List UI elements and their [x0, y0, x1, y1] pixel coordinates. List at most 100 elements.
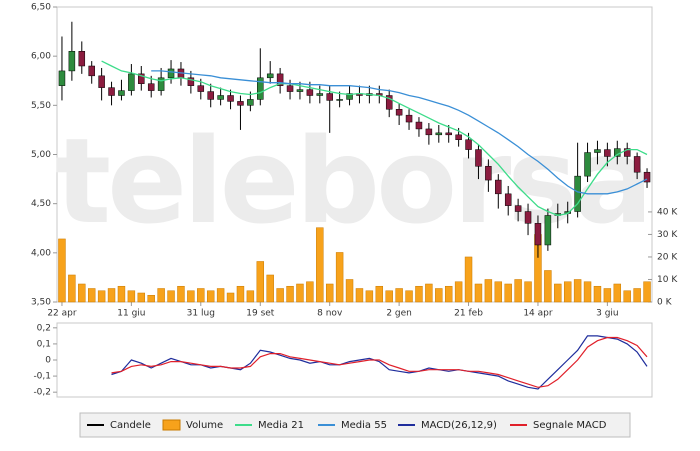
- candle-body: [495, 179, 502, 195]
- candle-body: [485, 166, 492, 181]
- x-tick-label: 31 lug: [187, 309, 215, 319]
- candle-body: [227, 95, 234, 102]
- candle-body: [306, 89, 314, 96]
- legend-label: Segnale MACD: [533, 420, 607, 431]
- candle-body: [187, 77, 195, 86]
- legend-label: MACD(26,12,9): [421, 420, 497, 431]
- candle-body: [623, 148, 631, 157]
- volume-bar: [623, 290, 631, 303]
- volume-bar: [643, 281, 651, 303]
- legend-swatch: [162, 419, 181, 431]
- y2-tick-label: 30 K: [657, 230, 678, 240]
- macd-panel: [56, 322, 653, 398]
- legend-label: Candele: [110, 420, 151, 431]
- y-tick-label: 4,50: [31, 199, 51, 209]
- candle-body: [128, 73, 135, 91]
- volume-bar: [395, 288, 403, 303]
- candle-body: [346, 93, 353, 100]
- volume-bar: [296, 283, 304, 303]
- volume-bar: [107, 288, 116, 303]
- candle-body: [524, 211, 532, 224]
- volume-bar: [613, 283, 622, 303]
- candle-body: [633, 156, 641, 173]
- volume-bar: [187, 290, 195, 303]
- y-tick-label: 4,00: [31, 248, 51, 258]
- volume-bar: [454, 281, 463, 303]
- volume-bar: [216, 288, 225, 303]
- y-tick-label: 5,50: [31, 101, 51, 111]
- volume-bar: [97, 290, 106, 303]
- volume-bar: [306, 281, 314, 303]
- volume-bar: [246, 290, 255, 303]
- x-tick-label: 3 giu: [596, 309, 619, 319]
- candle-body: [594, 149, 601, 153]
- volume-bar: [167, 290, 175, 303]
- volume-bar: [236, 285, 245, 303]
- y-tick-label: 0: [45, 356, 51, 366]
- volume-bar: [78, 283, 86, 303]
- volume-bar: [415, 285, 423, 303]
- y-tick-label: 5,00: [31, 150, 51, 160]
- candle-body: [167, 68, 175, 79]
- volume-bar: [117, 285, 126, 303]
- volume-bar: [504, 283, 512, 303]
- candle-body: [465, 139, 472, 150]
- candle-body: [237, 101, 244, 106]
- legend-label: Media 55: [341, 420, 387, 431]
- y-tick-label: 6,00: [31, 52, 51, 62]
- moving-average-line: [151, 70, 648, 195]
- volume-bar: [137, 292, 146, 303]
- candle-body: [395, 109, 403, 116]
- candle-body: [405, 114, 413, 123]
- volume-bar: [68, 274, 76, 303]
- legend-label: Media 21: [258, 420, 304, 431]
- volume-bar: [494, 281, 503, 303]
- candle-body: [98, 75, 105, 88]
- candle-body: [435, 132, 443, 136]
- volume-bar: [355, 288, 364, 303]
- legend-label: Volume: [186, 420, 223, 431]
- watermark: teleborsa: [55, 112, 650, 250]
- candle-body: [286, 85, 294, 92]
- candle-body: [544, 215, 552, 246]
- volume-bar: [276, 288, 284, 303]
- candle-body: [68, 51, 76, 72]
- y2-tick-label: 20 K: [657, 252, 678, 262]
- volume-bar: [256, 261, 265, 303]
- y2-tick-label: 40 K: [657, 207, 678, 217]
- candle-body: [336, 99, 343, 101]
- volume-bar: [554, 283, 562, 303]
- price-panel: [56, 6, 653, 303]
- candle-body: [58, 70, 66, 86]
- volume-bar: [583, 281, 592, 303]
- candle-body: [197, 85, 205, 92]
- volume-bar: [593, 285, 602, 303]
- candle-body: [276, 73, 284, 86]
- x-tick-label: 21 feb: [454, 309, 483, 319]
- volume-bar: [514, 279, 522, 303]
- candle-body: [316, 93, 324, 96]
- volume-bar: [544, 270, 552, 303]
- candle-body: [584, 152, 591, 177]
- volume-bar: [345, 279, 354, 303]
- volume-bar: [633, 288, 641, 303]
- candle-body: [534, 223, 542, 246]
- candle-body: [475, 149, 482, 167]
- y-tick-label: -0,2: [33, 388, 51, 398]
- candle-body: [385, 95, 393, 110]
- candle-body: [504, 193, 512, 206]
- candle-body: [207, 91, 214, 100]
- volume-bar: [524, 281, 532, 303]
- volume-bar: [375, 285, 384, 303]
- candle-body: [266, 73, 274, 79]
- volume-bar: [444, 285, 453, 303]
- y2-tick-label: 0 K: [657, 298, 673, 308]
- candle-body: [217, 95, 224, 100]
- volume-bar: [385, 290, 393, 303]
- candle-body: [574, 175, 581, 212]
- candle-body: [247, 99, 254, 106]
- x-tick-label: 22 apr: [47, 309, 77, 319]
- candle-body: [326, 93, 333, 101]
- y2-tick-label: 10 K: [657, 275, 678, 285]
